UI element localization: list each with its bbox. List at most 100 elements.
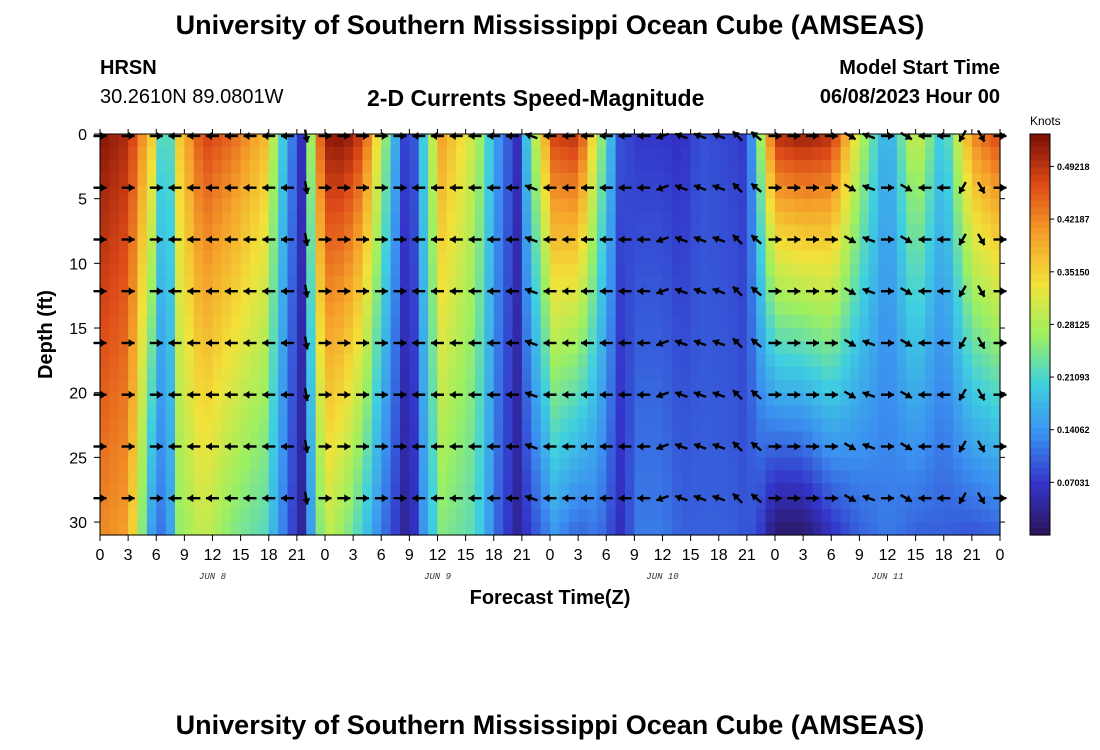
heatmap-cell [118,302,129,316]
heatmap-cell [709,457,720,471]
heatmap-cell [606,315,617,329]
heatmap-cell [353,496,364,510]
heatmap-cell [137,509,148,523]
heatmap-cell [850,457,860,471]
heatmap-cell [240,392,251,407]
current-vector-arrow [599,339,613,347]
heatmap-cell [868,276,879,290]
heatmap-cell [775,263,785,277]
heatmap-cell [334,250,345,264]
heatmap-cell [737,276,748,290]
heatmap-cell [971,418,982,433]
heatmap-cell [268,289,279,303]
heatmap-cell [718,392,729,407]
heatmap-cell [737,224,748,239]
heatmap-cell [203,185,214,200]
current-vector-arrow [149,235,163,244]
heatmap-cell [409,315,420,329]
current-vector-arrow [187,494,201,503]
heatmap-cell [559,444,570,458]
heatmap-cell [681,224,692,239]
heatmap-cell [193,315,204,329]
heatmap-cell [437,444,448,458]
colorbar-swatch [1030,347,1050,356]
colorbar-swatch [1030,528,1050,536]
heatmap-cell [118,509,129,523]
heatmap-cell [990,172,1001,187]
heatmap-cell [437,211,448,226]
current-vector-arrow [187,390,201,399]
heatmap-cell [231,263,242,277]
heatmap-cell [606,250,617,264]
heatmap-cell [681,134,692,148]
heatmap-cell [146,483,157,497]
model-start-label: Model Start Time [839,57,1000,79]
heatmap-cell [596,366,607,381]
heatmap-cell [456,405,467,420]
current-vector-arrow [243,494,257,503]
heatmap-cell [568,509,579,523]
current-vector-arrow [374,287,388,296]
heatmap-cell [615,392,626,407]
heatmap-cell [859,237,870,252]
heatmap-cell [503,185,514,200]
heatmap-cell [390,418,401,433]
heatmap-cell [803,328,814,342]
y-tick-label: 0 [78,127,87,144]
heatmap-cell [100,392,110,407]
heatmap-cell [343,237,354,252]
heatmap-cell [775,405,785,420]
heatmap-cell [868,340,879,355]
heatmap-cell [156,328,167,342]
heatmap-cell [390,483,401,497]
heatmap-cell [709,276,720,290]
heatmap-cell [315,263,326,277]
heatmap-cell [456,276,467,290]
heatmap-cell [906,159,917,174]
heatmap-cell [775,146,785,161]
heatmap-cell [953,172,964,187]
heatmap-cell [353,211,364,226]
heatmap-cell [653,405,664,420]
heatmap-cell [390,353,401,368]
heatmap-cell [221,185,232,200]
heatmap-cell [671,366,682,381]
heatmap-cell [953,483,964,497]
heatmap-cell [315,340,326,355]
heatmap-cell [259,340,270,355]
heatmap-cell [981,263,992,277]
heatmap-cell [540,379,551,394]
heatmap-cell [550,224,560,239]
heatmap-cell [737,392,748,407]
heatmap-cell [512,366,523,381]
heatmap-cell [981,353,992,368]
current-vector-arrow [806,235,819,244]
heatmap-cell [371,457,382,471]
heatmap-cell [109,276,120,290]
heatmap-cell [325,198,335,213]
heatmap-cell [278,405,289,420]
heatmap-cell [812,134,823,148]
heatmap-cell [728,522,739,536]
heatmap-cell [756,211,767,226]
heatmap-cell [446,159,457,174]
heatmap-cell [953,211,964,226]
current-vectors [93,129,1007,505]
heatmap-cell [268,224,279,239]
heatmap-cell [465,302,476,316]
colorbar-tick-label: 0.07031 [1057,478,1090,488]
heatmap-cell [371,340,382,355]
current-vector-arrow [787,235,801,244]
heatmap-cell [634,366,645,381]
heatmap-cell [981,302,992,316]
heatmap-cell [512,224,523,239]
heatmap-cell [146,224,157,239]
heatmap-cell [109,250,120,264]
day-label: JUN 11 [871,572,903,582]
heatmap-cell [221,457,232,471]
heatmap-cell [437,146,448,161]
heatmap-cell [343,470,354,484]
heatmap-cell [596,470,607,484]
heatmap-cell [325,159,335,174]
heatmap-cell [690,289,701,303]
